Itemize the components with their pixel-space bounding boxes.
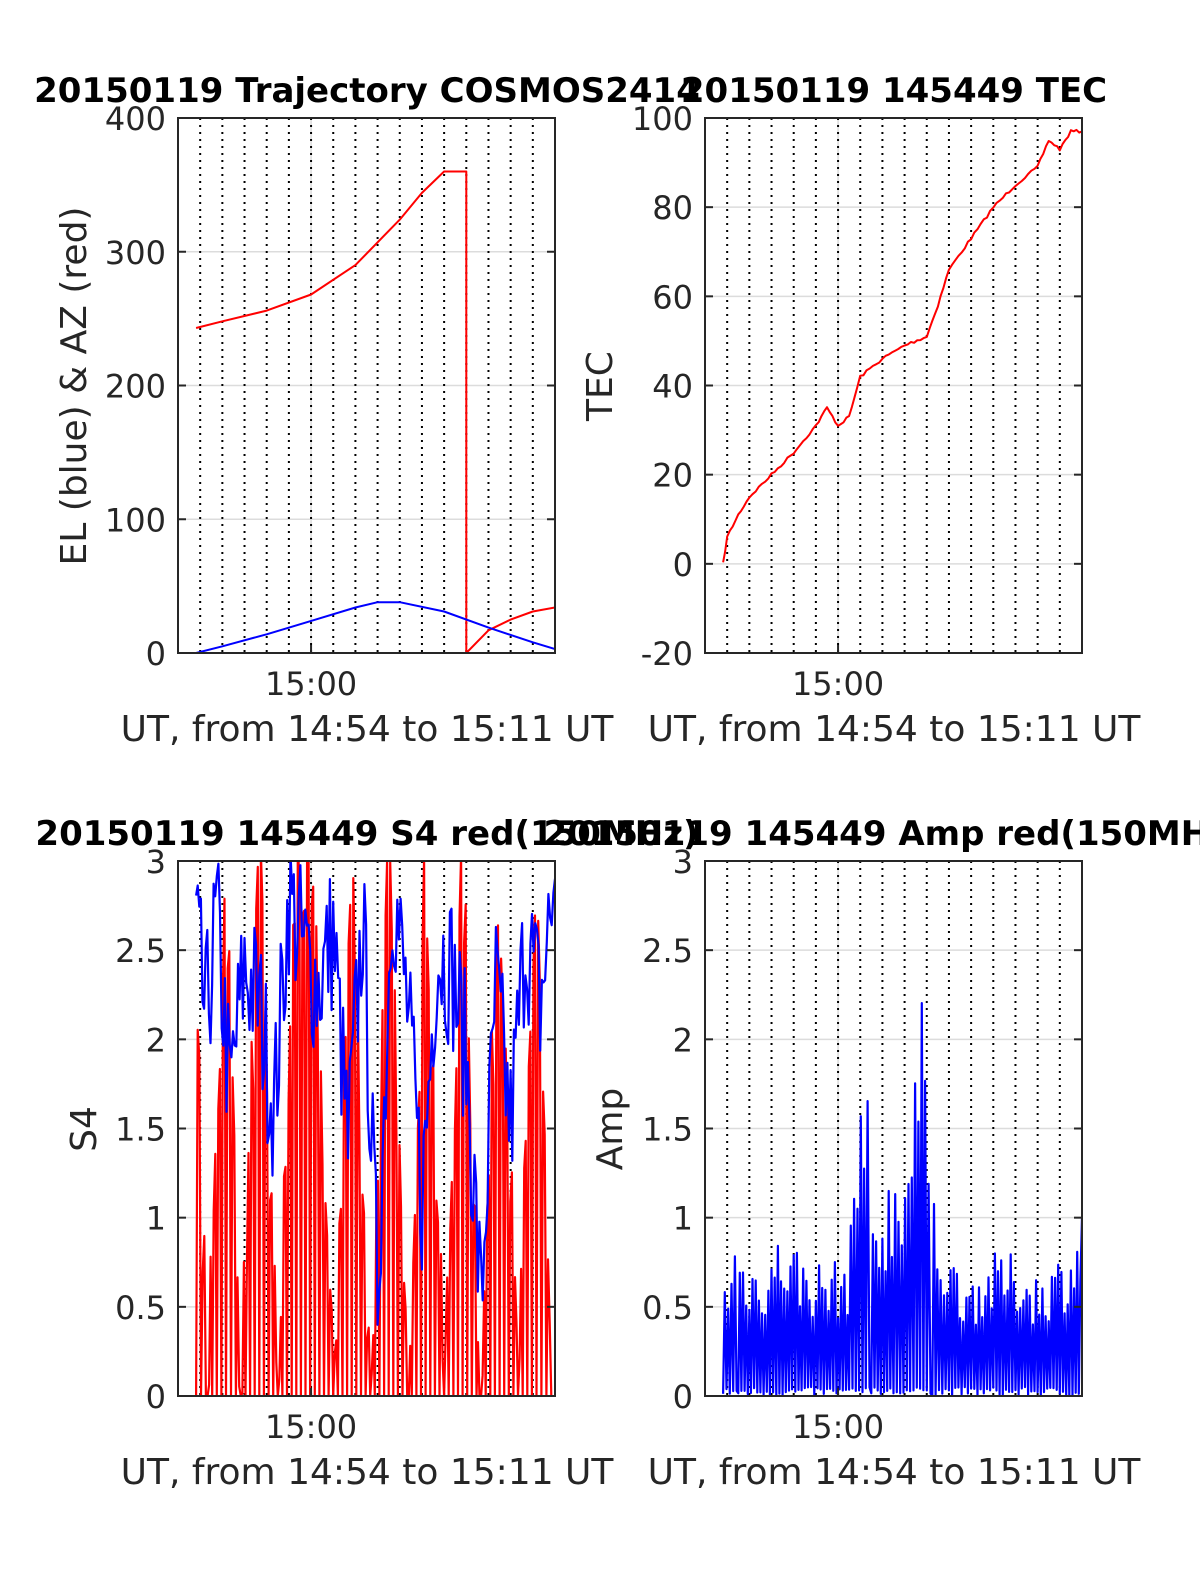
trajectory-y-axis-label: EL (blue) & AZ (red): [54, 207, 95, 566]
tec-y-axis-label: TEC: [580, 351, 621, 422]
s4-plot-area: 0 0.5 1 1.5 2 2.5 3 15:00: [115, 843, 556, 1446]
s4-title: 20150119 145449 S4 red(150MHz): [35, 814, 698, 854]
s4-xtick-label: 15:00: [265, 1408, 357, 1446]
amp-ytick-label: 0: [673, 1378, 693, 1416]
amp-x-axis-label: UT, from 14:54 to 15:11 UT: [648, 1452, 1142, 1493]
amp-xtick-label: 15:00: [792, 1408, 884, 1446]
trajectory-ytick-label: 200: [105, 368, 166, 406]
amp-ytick-label: 2.5: [642, 932, 693, 970]
s4-ytick-label: 0.5: [115, 1289, 166, 1327]
trajectory-x-axis-label: UT, from 14:54 to 15:11 UT: [121, 709, 615, 750]
amp-title: 20150119 145449 Amp red(150MHz): [543, 814, 1200, 854]
amp-y-axis-label: Amp: [590, 1088, 631, 1171]
trajectory-series-az: [195, 170, 555, 653]
amp-ytick-label: 3: [673, 843, 693, 881]
s4-series-s4-red: [195, 861, 553, 1396]
amp-ytick-label: 0.5: [642, 1289, 693, 1327]
amp-ytick-label: 1.5: [642, 1111, 693, 1149]
s4-ytick-label: 1: [146, 1200, 166, 1238]
tec-x-axis-label: UT, from 14:54 to 15:11 UT: [648, 709, 1142, 750]
s4-ytick-label: 2: [146, 1021, 166, 1059]
tec-ytick-label: 100: [632, 100, 693, 138]
s4-ytick-label: 3: [146, 843, 166, 881]
amp-panel: 0 0.5 1 1.5 2 2.5 3 15:00 20150119 145449 Amp r…: [543, 814, 1200, 1493]
tec-series-tec: [722, 128, 1082, 563]
trajectory-ytick-label: 300: [105, 234, 166, 272]
s4-y-axis-label: S4: [64, 1106, 105, 1152]
tec-ytick-label: 40: [652, 368, 693, 406]
tec-xtick-label: 15:00: [792, 665, 884, 703]
s4-series-s4-blue: [195, 861, 555, 1326]
s4-x-axis-label: UT, from 14:54 to 15:11 UT: [121, 1452, 615, 1493]
trajectory-ytick-label: 0: [146, 635, 166, 673]
s4-ytick-label: 1.5: [115, 1111, 166, 1149]
amp-ytick-label: 1: [673, 1200, 693, 1238]
tec-ytick-label: 20: [652, 457, 693, 495]
trajectory-series-group: [195, 170, 555, 653]
trajectory-xtick-label: 15:00: [265, 665, 357, 703]
s4-ytick-label: 2.5: [115, 932, 166, 970]
amp-plot-area: 0 0.5 1 1.5 2 2.5 3 15:00: [642, 843, 1083, 1446]
tec-series-group: [722, 128, 1082, 563]
tec-ytick-label: -20: [641, 635, 693, 673]
tec-panel: -20 0 20 40 60 80 100 15:00 20150119 145449 TEC…: [580, 71, 1141, 750]
trajectory-ytick-label: 100: [105, 501, 166, 539]
amp-ytick-label: 2: [673, 1021, 693, 1059]
tec-ytick-label: 0: [673, 546, 693, 584]
tec-plot-area: -20 0 20 40 60 80 100 15:00: [632, 100, 1083, 703]
amp-series-amp: [722, 1002, 1082, 1396]
trajectory-series-el: [195, 601, 555, 653]
s4-panel: 0 0.5 1 1.5 2 2.5 3 15:00 20150119 145449 S4 re…: [35, 814, 698, 1493]
s4-ytick-label: 0: [146, 1378, 166, 1416]
trajectory-title: 20150119 Trajectory COSMOS2414: [34, 71, 700, 111]
tec-title: 20150119 145449 TEC: [681, 71, 1107, 111]
trajectory-ytick-label: 400: [105, 100, 166, 138]
s4-series-group: [195, 861, 555, 1396]
trajectory-plot-area: 0 100 200 300 400 15:00: [105, 100, 556, 703]
tec-ytick-label: 80: [652, 189, 693, 227]
tec-ytick-label: 60: [652, 278, 693, 316]
amp-series-group: [722, 1002, 1082, 1396]
